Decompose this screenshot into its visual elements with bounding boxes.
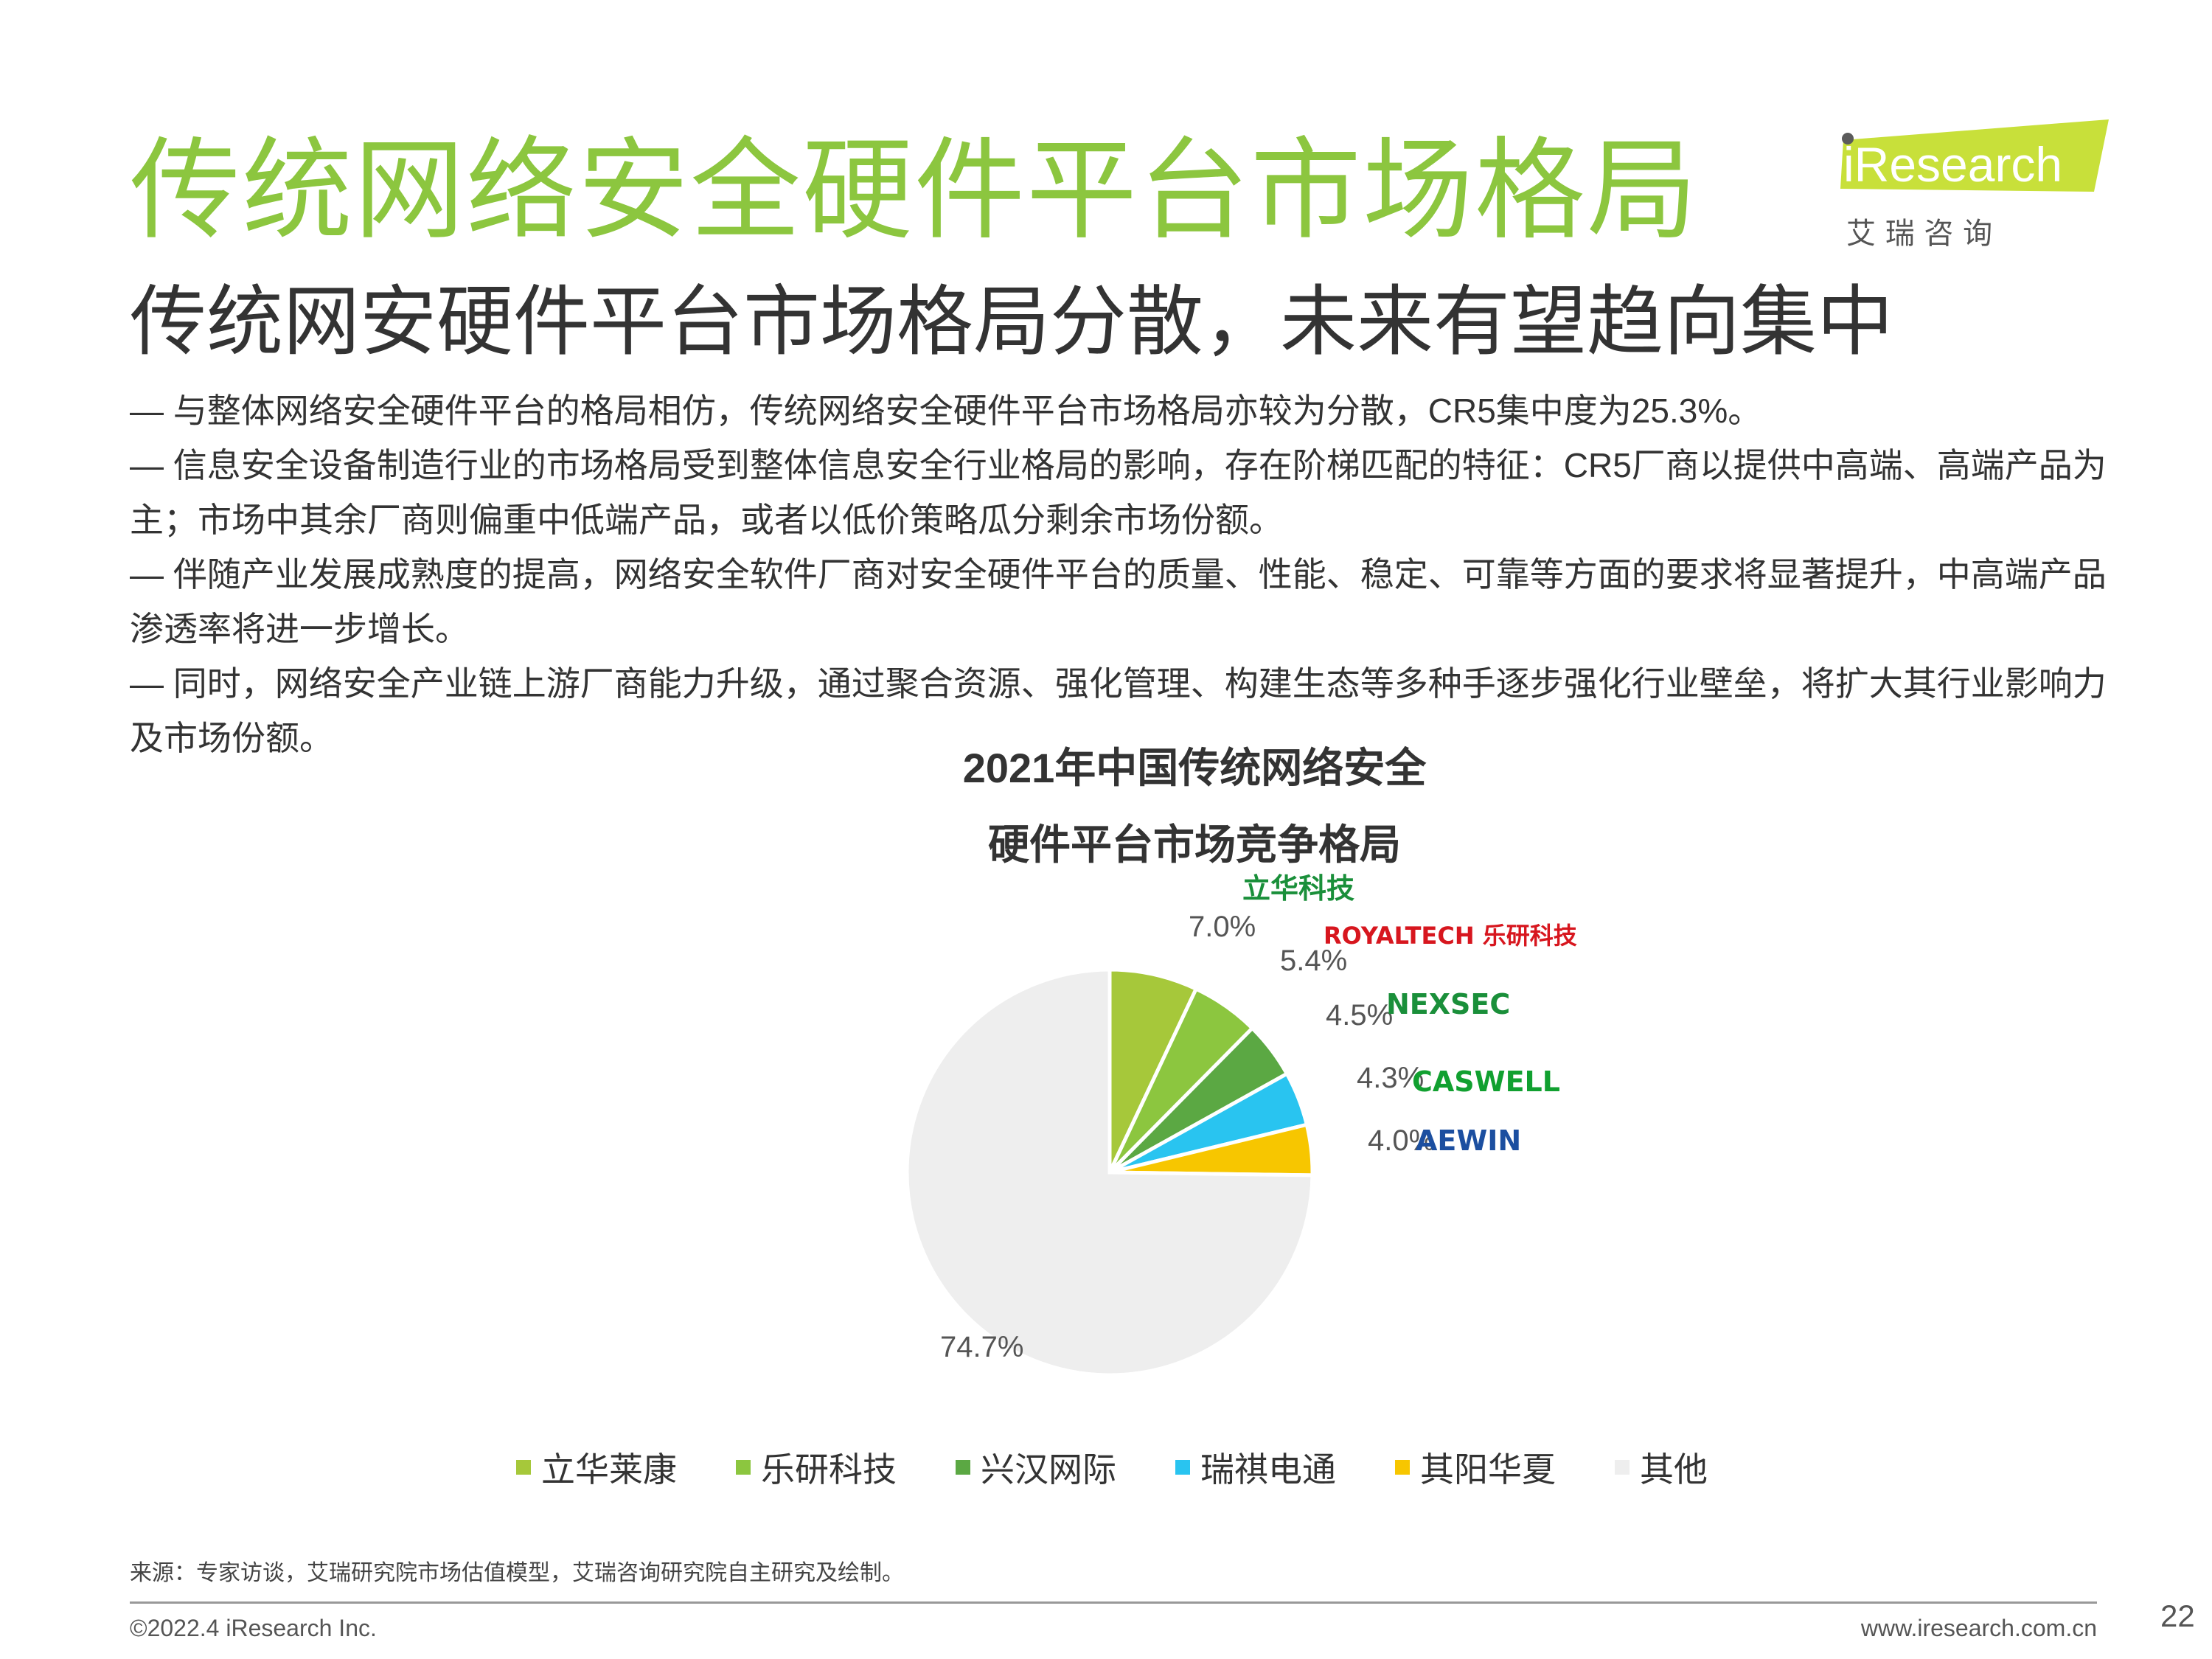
- chart-title: 2021年中国传统网络安全 硬件平台市场竞争格局: [826, 730, 1563, 883]
- data-label-5: 4.0%: [1368, 1124, 1435, 1157]
- data-label-2: 5.4%: [1280, 945, 1347, 977]
- legend-label: 其阳华夏: [1420, 1450, 1556, 1489]
- data-label-3: 4.5%: [1326, 999, 1393, 1032]
- legend-item-2: 乐研科技: [736, 1441, 897, 1493]
- logo-chinese: 艾 瑞 咨 询: [1846, 217, 1992, 251]
- legend-swatch: [516, 1460, 531, 1475]
- copyright: ©2022.4 iResearch Inc.: [130, 1615, 377, 1641]
- legend-item-4: 瑞祺电通: [1175, 1441, 1336, 1493]
- legend-item-1: 立华莱康: [516, 1441, 677, 1493]
- data-label-4: 4.3%: [1357, 1062, 1424, 1094]
- pie-slice-6: [905, 967, 1315, 1377]
- legend-swatch: [956, 1460, 970, 1475]
- iresearch-logo: iResearch 艾 瑞 咨 询: [1836, 118, 2116, 258]
- bullet-item-4: — 同时，网络安全产业链上游厂商能力升级，通过聚合资源、强化管理、构建生态等多种…: [130, 664, 2107, 757]
- page-title: 传统网络安全硬件平台市场格局: [130, 128, 1700, 252]
- legend-swatch: [1395, 1460, 1410, 1475]
- vendor-logo-4: CASWELL: [1412, 1065, 1560, 1098]
- footer-divider: [130, 1601, 2097, 1604]
- legend-swatch: [1615, 1460, 1630, 1475]
- logo-wordmark: iResearch: [1843, 137, 2062, 192]
- page-number: 22: [2160, 1599, 2195, 1633]
- bullet-item-2: — 信息安全设备制造行业的市场格局受到整体信息安全行业格局的影响，存在阶梯匹配的…: [130, 446, 2107, 539]
- legend-swatch: [736, 1460, 751, 1475]
- legend-label: 立华莱康: [541, 1450, 677, 1489]
- legend-swatch: [1175, 1460, 1190, 1475]
- legend-label: 乐研科技: [761, 1450, 897, 1489]
- legend-label: 瑞祺电通: [1200, 1450, 1336, 1489]
- data-label-6: 74.7%: [940, 1331, 1023, 1363]
- vendor-logo-3: NEXSEC: [1386, 988, 1510, 1020]
- page-subtitle: 传统网安硬件平台市场格局分散，未来有望趋向集中: [130, 279, 1894, 365]
- legend-item-5: 其阳华夏: [1395, 1441, 1556, 1493]
- vendor-logo-5: AEWIN: [1416, 1124, 1521, 1157]
- chart-title-line-1: 2021年中国传统网络安全: [962, 745, 1427, 791]
- legend-item-3: 兴汉网际: [956, 1441, 1116, 1493]
- chart-title-line-2: 硬件平台市场竞争格局: [988, 821, 1401, 868]
- bullet-item-3: — 伴随产业发展成熟度的提高，网络安全软件厂商对安全硬件平台的质量、性能、稳定、…: [130, 555, 2107, 648]
- legend-item-6: 其他: [1615, 1441, 1708, 1493]
- legend-label: 其他: [1640, 1450, 1708, 1489]
- data-label-1: 7.0%: [1189, 911, 1256, 943]
- vendor-logo-1: 立华科技: [1242, 872, 1354, 905]
- legend-label: 兴汉网际: [981, 1450, 1116, 1489]
- vendor-logo-2: ROYALTECH 乐研科技: [1324, 922, 1577, 950]
- bullet-list: — 与整体网络安全硬件平台的格局相仿，传统网络安全硬件平台市场格局亦较为分散，C…: [130, 383, 2121, 765]
- bullet-item-1: — 与整体网络安全硬件平台的格局相仿，传统网络安全硬件平台市场格局亦较为分散，C…: [130, 392, 1762, 430]
- website-link[interactable]: www.iresearch.com.cn: [1860, 1615, 2097, 1641]
- source-note: 来源：专家访谈，艾瑞研究院市场估值模型，艾瑞咨询研究院自主研究及绘制。: [130, 1561, 904, 1585]
- chart-legend: 立华莱康 乐研科技 兴汉网际 瑞祺电通 其阳华夏 其他: [516, 1441, 1767, 1493]
